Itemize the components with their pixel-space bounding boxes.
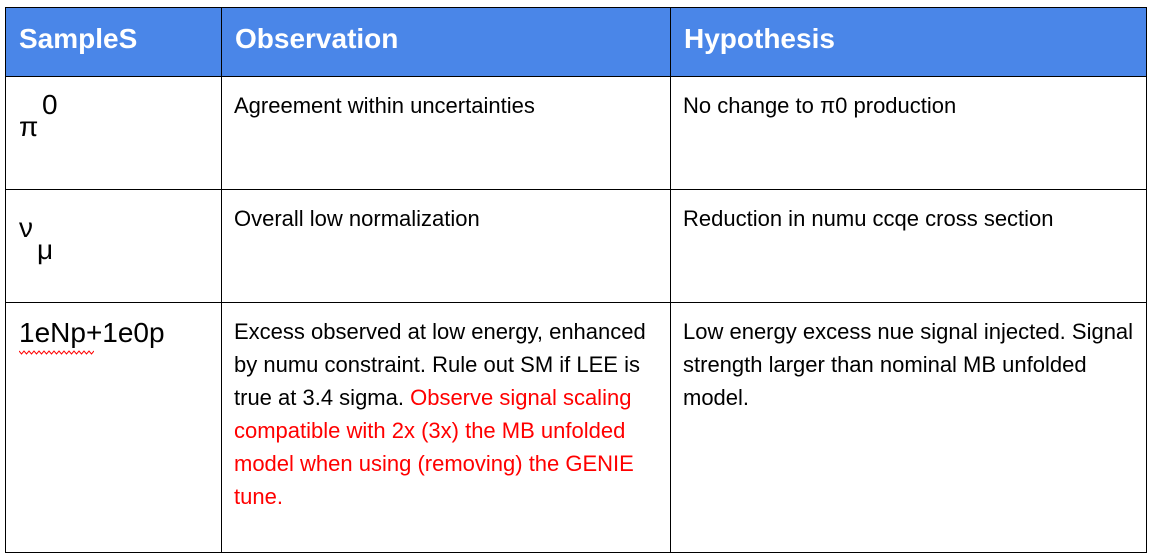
table-row: ν μ Overall low normalization Reduction … bbox=[5, 189, 1147, 303]
spellcheck-squiggle-icon bbox=[19, 350, 94, 355]
mu-subscript: μ bbox=[37, 234, 54, 265]
observation-cell[interactable]: Excess observed at low energy, enhanced … bbox=[221, 302, 671, 553]
hypothesis-cell[interactable]: Low energy excess nue signal injected. S… bbox=[670, 302, 1147, 553]
hypothesis-cell[interactable]: Reduction in numu ccqe cross section bbox=[670, 189, 1147, 303]
sample-cell-numu[interactable]: ν μ bbox=[5, 189, 222, 303]
pi-symbol: π bbox=[19, 111, 39, 142]
table-row: π 0 Agreement within uncertainties No ch… bbox=[5, 76, 1147, 190]
sample-cell-1enp[interactable]: 1eNp+1e0p bbox=[5, 302, 222, 553]
observation-cell[interactable]: Overall low normalization bbox=[221, 189, 671, 303]
hypothesis-cell[interactable]: No change to π0 production bbox=[670, 76, 1147, 190]
observation-highlight-text: Observe signal scaling compatible with 2… bbox=[234, 385, 634, 509]
sample-cell-pi0[interactable]: π 0 bbox=[5, 76, 222, 190]
header-hypothesis: Hypothesis bbox=[670, 7, 1147, 77]
header-samples: SampleS bbox=[5, 7, 222, 77]
header-row: SampleS Observation Hypothesis bbox=[5, 7, 1147, 77]
nu-symbol: ν bbox=[19, 212, 33, 243]
pi-superscript: 0 bbox=[42, 89, 58, 120]
table-row: 1eNp+1e0p Excess observed at low energy,… bbox=[5, 302, 1147, 553]
summary-table: SampleS Observation Hypothesis π 0 Agree… bbox=[5, 7, 1147, 553]
observation-text: Excess observed at low energy, enhanced … bbox=[234, 319, 646, 410]
observation-cell[interactable]: Agreement within uncertainties bbox=[221, 76, 671, 190]
sample-label: 1eNp+1e0p bbox=[19, 317, 165, 348]
header-observation: Observation bbox=[221, 7, 671, 77]
